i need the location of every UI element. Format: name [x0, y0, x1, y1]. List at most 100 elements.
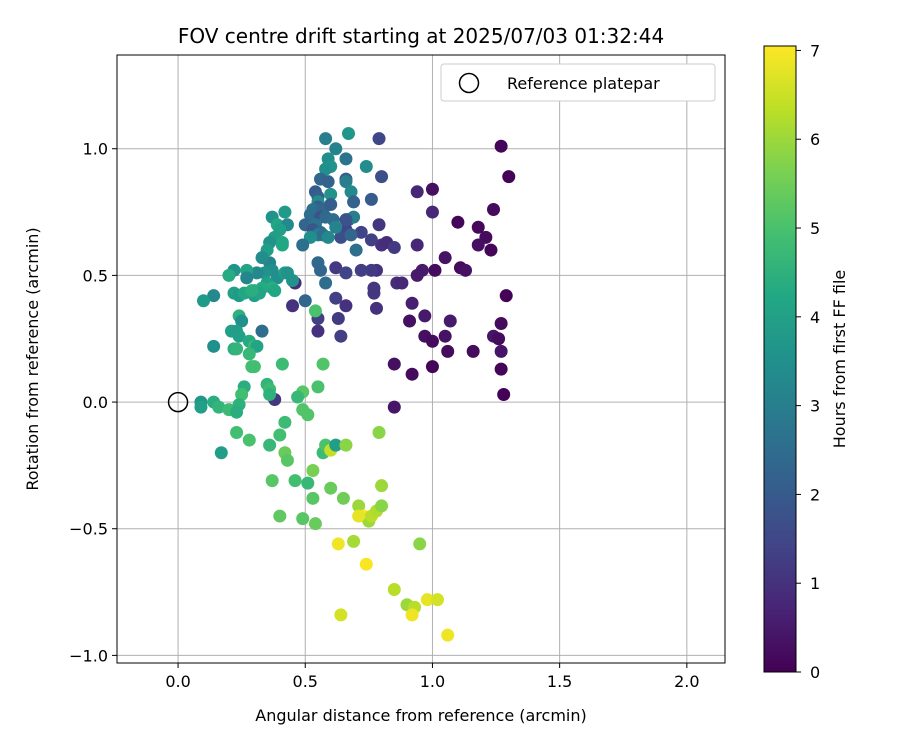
- y-tick-label: 1.0: [83, 140, 108, 159]
- data-points: [194, 127, 516, 642]
- data-point: [306, 491, 320, 505]
- legend-label: Reference platepar: [507, 74, 660, 93]
- data-point: [214, 446, 228, 460]
- data-point: [387, 357, 401, 371]
- data-point: [387, 583, 401, 597]
- data-point: [425, 360, 439, 374]
- colorbar-tick-label: 5: [810, 219, 820, 238]
- data-point: [268, 284, 282, 298]
- colorbar-tick-label: 0: [810, 663, 820, 682]
- data-point: [222, 268, 236, 282]
- data-point: [369, 301, 383, 315]
- colorbar-tick-label: 6: [810, 130, 820, 149]
- reference-marker-layer: [167, 391, 189, 413]
- data-point: [207, 289, 221, 303]
- data-point: [344, 228, 358, 242]
- y-tick-label: 0.5: [83, 266, 108, 285]
- data-point: [329, 291, 343, 305]
- legend: Reference platepar: [440, 63, 716, 102]
- data-point: [471, 238, 485, 252]
- data-point: [494, 317, 508, 331]
- data-point: [347, 195, 361, 209]
- data-point: [250, 266, 264, 280]
- data-point: [329, 261, 343, 275]
- data-point: [230, 405, 244, 419]
- data-point: [303, 208, 317, 222]
- data-point: [372, 425, 386, 439]
- data-point: [329, 438, 343, 452]
- data-point: [352, 499, 366, 513]
- data-point: [387, 400, 401, 414]
- colorbar-tick-label: 4: [810, 308, 820, 327]
- colorbar: 0 1 2 3 4 5 6 7 Hours from first FF file: [763, 41, 849, 682]
- data-point: [375, 479, 389, 493]
- x-axis-label: Angular distance from reference (arcmin): [255, 706, 586, 725]
- data-point: [232, 329, 246, 343]
- data-point: [428, 263, 442, 277]
- colorbar-tick-label: 3: [810, 397, 820, 416]
- data-point: [329, 142, 343, 156]
- data-point: [438, 251, 452, 265]
- data-point: [288, 474, 302, 488]
- reference-platepar-marker: [167, 391, 189, 413]
- colorbar-gradient: [763, 45, 797, 673]
- data-point: [441, 628, 455, 642]
- data-point: [319, 276, 333, 290]
- data-point: [339, 266, 353, 280]
- data-point: [410, 185, 424, 199]
- data-point: [308, 304, 322, 318]
- data-point: [405, 608, 419, 622]
- data-point: [347, 534, 361, 548]
- data-point: [443, 314, 457, 328]
- data-point: [466, 344, 480, 358]
- data-point: [324, 197, 338, 211]
- legend-marker-icon: [458, 72, 480, 94]
- data-point: [298, 294, 312, 308]
- data-point: [263, 387, 277, 401]
- data-point: [431, 593, 445, 607]
- data-point: [331, 537, 345, 551]
- data-point: [280, 453, 294, 467]
- data-point: [367, 286, 381, 300]
- data-point: [403, 314, 417, 328]
- chart-title: FOV centre drift starting at 2025/07/03 …: [178, 24, 664, 48]
- data-point: [212, 400, 226, 414]
- data-point: [324, 187, 338, 201]
- data-point: [364, 192, 378, 206]
- data-point: [296, 512, 310, 526]
- data-point: [255, 324, 269, 338]
- data-point: [273, 428, 287, 442]
- data-point: [319, 132, 333, 146]
- data-point: [235, 387, 249, 401]
- data-point: [494, 344, 508, 358]
- x-tick-label: 1.5: [547, 672, 572, 691]
- data-point: [230, 425, 244, 439]
- data-point: [344, 185, 358, 199]
- data-point: [336, 491, 350, 505]
- data-point: [359, 557, 373, 571]
- colorbar-ticks: 0 1 2 3 4 5 6 7: [796, 41, 820, 682]
- data-point: [286, 273, 300, 287]
- data-point: [405, 367, 419, 381]
- y-axis-ticks: −1.0 −0.5 0.0 0.5 1.0: [69, 140, 117, 665]
- data-point: [364, 263, 378, 277]
- y-axis-label: Rotation from reference (arcmin): [23, 227, 42, 490]
- y-tick-label: −1.0: [69, 646, 108, 665]
- data-point: [471, 220, 485, 234]
- data-point: [413, 537, 427, 551]
- data-point: [354, 263, 368, 277]
- data-point: [487, 203, 501, 217]
- data-point: [359, 159, 373, 173]
- grid: [117, 55, 725, 663]
- data-point: [492, 332, 506, 346]
- data-point: [311, 324, 325, 338]
- data-point: [207, 339, 221, 353]
- data-point: [425, 205, 439, 219]
- data-point: [314, 263, 328, 277]
- data-point: [308, 517, 322, 531]
- data-point: [240, 271, 254, 285]
- x-tick-label: 0.5: [293, 672, 318, 691]
- data-point: [339, 213, 353, 227]
- y-tick-label: 0.0: [83, 393, 108, 412]
